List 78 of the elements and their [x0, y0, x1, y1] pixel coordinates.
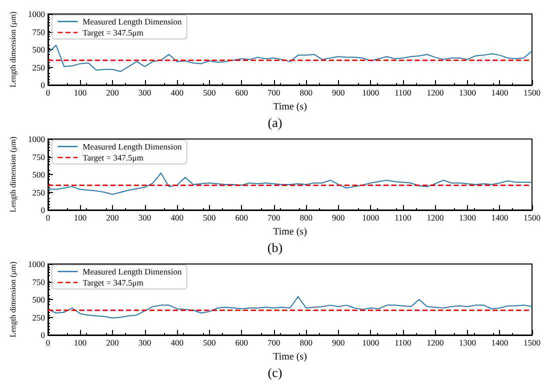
- x-tick-label: 800: [300, 88, 313, 98]
- x-tick-label: 1100: [394, 88, 412, 98]
- y-axis-title: Length dimension (μm): [8, 136, 18, 212]
- x-tick-label: 900: [332, 88, 345, 98]
- line-series: [48, 44, 532, 72]
- x-tick-label: 1100: [394, 338, 412, 348]
- x-tick-label: 1500: [524, 212, 540, 222]
- x-tick-label: 500: [202, 338, 216, 348]
- y-tick-label: 0: [40, 80, 45, 90]
- x-tick-label: 300: [138, 338, 152, 348]
- y-tick-label: 0: [40, 205, 45, 215]
- x-tick-label: 100: [74, 88, 87, 98]
- x-tick-label: 900: [332, 212, 345, 222]
- y-tick-label: 750: [32, 152, 45, 162]
- y-tick-label: 250: [32, 312, 45, 322]
- text: (c): [268, 365, 282, 380]
- x-tick-label: 1300: [458, 338, 476, 348]
- legend-label: Target = 347.5μm: [82, 278, 144, 288]
- y-tick-label: 1000: [28, 134, 45, 144]
- x-tick-label: 300: [138, 88, 152, 98]
- y-tick-label: 1000: [28, 259, 45, 269]
- y-tick-label: 750: [32, 276, 45, 287]
- y-tick-label: 250: [32, 187, 45, 198]
- y-tick-label: 500: [32, 294, 45, 304]
- legend-label: Measured Length Dimension: [82, 16, 183, 26]
- x-tick-label: 1000: [362, 338, 380, 348]
- x-tick-label: 1000: [362, 88, 380, 98]
- x-tick-label: 700: [267, 338, 280, 348]
- x-tick-label: 600: [235, 88, 248, 98]
- text: (a): [268, 115, 282, 130]
- x-tick-label: 1500: [524, 88, 540, 98]
- y-tick-label: 750: [32, 26, 45, 37]
- x-tick-label: 1400: [491, 212, 508, 222]
- x-tick-label: 200: [106, 212, 119, 222]
- x-axis-title: Time (s): [273, 351, 307, 362]
- x-tick-label: 1500: [524, 338, 540, 348]
- x-tick-label: 600: [235, 212, 248, 222]
- y-tick-label: 1000: [28, 9, 45, 19]
- x-tick-label: 1100: [394, 212, 412, 222]
- x-tick-label: 1300: [458, 212, 476, 222]
- x-tick-label: 400: [170, 88, 184, 98]
- x-axis-title: Time (s): [273, 101, 307, 112]
- x-tick-label: 1000: [362, 212, 380, 222]
- y-tick-label: 0: [40, 330, 45, 340]
- y-axis-title: Length dimension (μm): [8, 11, 18, 88]
- x-tick-label: 800: [300, 212, 313, 222]
- x-tick-label: 100: [74, 338, 87, 348]
- x-tick-label: 500: [202, 212, 216, 222]
- legend-label: Measured Length Dimension: [82, 142, 183, 152]
- y-axis-title: Length dimension (μm): [8, 261, 18, 338]
- y-tick-label: 500: [32, 44, 45, 54]
- text: (b): [267, 240, 283, 255]
- y-tick-label: 250: [32, 62, 45, 72]
- x-tick-label: 200: [106, 88, 119, 98]
- y-tick-label: 500: [32, 170, 45, 180]
- x-tick-label: 100: [74, 212, 87, 222]
- x-tick-label: 600: [235, 338, 248, 348]
- x-tick-label: 1400: [491, 88, 508, 98]
- x-tick-label: 700: [267, 88, 280, 98]
- legend-label: Target = 347.5μm: [82, 152, 144, 162]
- legend-label: Measured Length Dimension: [82, 266, 183, 276]
- line-series: [48, 172, 532, 195]
- x-tick-label: 400: [170, 212, 184, 222]
- x-tick-label: 1300: [458, 88, 476, 98]
- x-tick-label: 900: [332, 338, 345, 348]
- x-tick-label: 400: [170, 338, 184, 348]
- x-tick-label: 300: [138, 212, 152, 222]
- x-tick-label: 1400: [491, 338, 508, 348]
- x-tick-label: 200: [106, 338, 119, 348]
- x-tick-label: 700: [267, 212, 280, 222]
- x-axis-title: Time (s): [273, 226, 307, 238]
- x-tick-label: 1200: [426, 212, 444, 222]
- x-tick-label: 800: [300, 338, 313, 348]
- x-tick-label: 500: [202, 88, 216, 98]
- x-tick-label: 1200: [426, 338, 444, 348]
- line-series: [48, 296, 532, 318]
- x-tick-label: 1200: [426, 88, 444, 98]
- legend-label: Target = 347.5μm: [82, 28, 144, 38]
